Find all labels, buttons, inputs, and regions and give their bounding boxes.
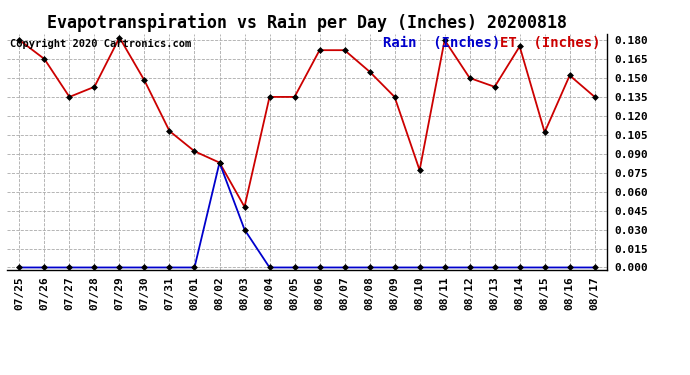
Title: Evapotranspiration vs Rain per Day (Inches) 20200818: Evapotranspiration vs Rain per Day (Inch…: [47, 13, 567, 32]
Text: Copyright 2020 Cartronics.com: Copyright 2020 Cartronics.com: [10, 39, 191, 48]
Legend: Rain  (Inches), ET  (Inches): Rain (Inches), ET (Inches): [382, 36, 600, 50]
